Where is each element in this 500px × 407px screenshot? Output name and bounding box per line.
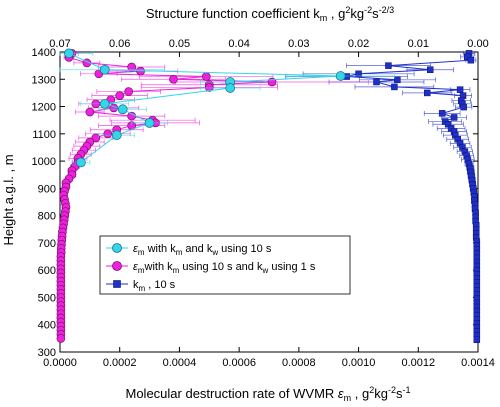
legend-marker-cyan <box>112 243 122 253</box>
point-cyan <box>144 118 155 128</box>
bottom-tick-label: 0.0012 <box>401 357 435 369</box>
point-magenta <box>127 62 137 72</box>
y-tick-label: 300 <box>38 347 56 359</box>
bottom-axis-title: Molecular destruction rate of WVMR εm , … <box>126 385 411 403</box>
y-tick-label: 1200 <box>32 102 56 114</box>
plot-area <box>56 48 481 343</box>
legend-item-blue: km , 10 s <box>106 279 176 293</box>
point-magenta <box>85 107 95 117</box>
y-tick-label: 1000 <box>32 156 56 168</box>
point-magenta <box>124 87 134 96</box>
legend-marker-blue <box>113 280 121 288</box>
point-blue <box>438 110 446 117</box>
y-tick-label: 400 <box>38 320 56 332</box>
svg-text:km , 10 s: km , 10 s <box>133 279 176 293</box>
point-magenta <box>169 74 178 84</box>
y-tick-label: 800 <box>38 211 56 223</box>
top-axis-title: Structure function coefficient km , g2kg… <box>146 5 394 23</box>
top-tick-label: 0.01 <box>408 38 429 50</box>
point-blue <box>385 62 392 69</box>
point-magenta <box>115 91 125 100</box>
point-magenta <box>56 334 66 343</box>
top-tick-label: 0.06 <box>109 38 130 50</box>
point-cyan <box>225 83 236 93</box>
point-blue <box>450 114 458 121</box>
point-blue <box>464 53 471 61</box>
bottom-tick-label: 0.0002 <box>103 357 137 369</box>
y-tick-label: 900 <box>38 183 56 195</box>
point-cyan <box>76 157 86 168</box>
series-blue <box>285 50 481 343</box>
top-tick-label: 0.07 <box>49 38 70 50</box>
legend-box <box>99 235 351 295</box>
point-cyan <box>99 98 110 109</box>
point-blue <box>426 66 434 73</box>
point-blue <box>423 89 431 97</box>
y-tick-label: 1400 <box>32 47 56 59</box>
legend: εm with km and kw using 10 s εmwith km u… <box>99 235 351 295</box>
legend-item-cyan: εm with km and kw using 10 s <box>106 243 272 257</box>
axes: 0.0000 0.0002 0.0004 0.0006 0.0008 0.0010 0.00… <box>32 38 495 369</box>
point-magenta <box>204 83 214 92</box>
y-axis-title: Height a.g.l. , m <box>1 154 16 245</box>
bottom-tick-label: 0.0004 <box>163 357 197 369</box>
point-cyan <box>64 48 74 59</box>
point-magenta <box>201 72 211 81</box>
point-blue <box>460 103 467 111</box>
top-tick-label: 0.04 <box>228 38 249 50</box>
bottom-tick-label: 0.0006 <box>222 357 256 369</box>
point-blue <box>467 56 475 64</box>
point-blue <box>355 70 362 78</box>
svg-text:εmwith km using 10 s and kw us: εmwith km using 10 s and kw using 1 s <box>133 261 316 275</box>
top-tick-label: 0.05 <box>169 38 190 50</box>
bottom-tick-label: 0.0008 <box>282 357 316 369</box>
point-cyan <box>99 64 110 75</box>
series-magenta <box>56 49 369 343</box>
series-line-blue <box>346 53 478 340</box>
y-tick-label: 600 <box>38 265 56 277</box>
legend-item-magenta: εmwith km using 10 s and kw using 1 s <box>106 261 316 275</box>
point-cyan <box>335 71 346 81</box>
point-magenta <box>91 133 101 143</box>
point-blue <box>391 83 398 91</box>
point-cyan <box>111 130 122 141</box>
svg-text:εm with km and kw using 10 s: εm with km and kw using 10 s <box>133 243 272 257</box>
y-tick-label: 1300 <box>32 74 56 86</box>
series-cyan <box>59 48 395 168</box>
series-line-cyan <box>68 52 341 163</box>
y-tick-label: 500 <box>38 292 56 304</box>
point-cyan <box>117 104 128 115</box>
bottom-tick-label: 0.0014 <box>461 357 495 369</box>
legend-marker-magenta <box>112 261 122 271</box>
bottom-tick-label: 0.0000 <box>43 357 77 369</box>
point-blue <box>373 78 380 86</box>
bottom-tick-label: 0.0010 <box>342 357 376 369</box>
y-tick-label: 700 <box>38 238 56 250</box>
point-blue <box>394 76 401 84</box>
top-tick-label: 0.02 <box>348 38 369 50</box>
point-blue <box>456 86 464 93</box>
top-tick-label: 0.00 <box>467 38 488 50</box>
top-tick-label: 0.03 <box>288 38 309 50</box>
y-tick-label: 1100 <box>32 129 56 141</box>
point-magenta <box>103 129 113 139</box>
point-blue <box>473 336 481 343</box>
